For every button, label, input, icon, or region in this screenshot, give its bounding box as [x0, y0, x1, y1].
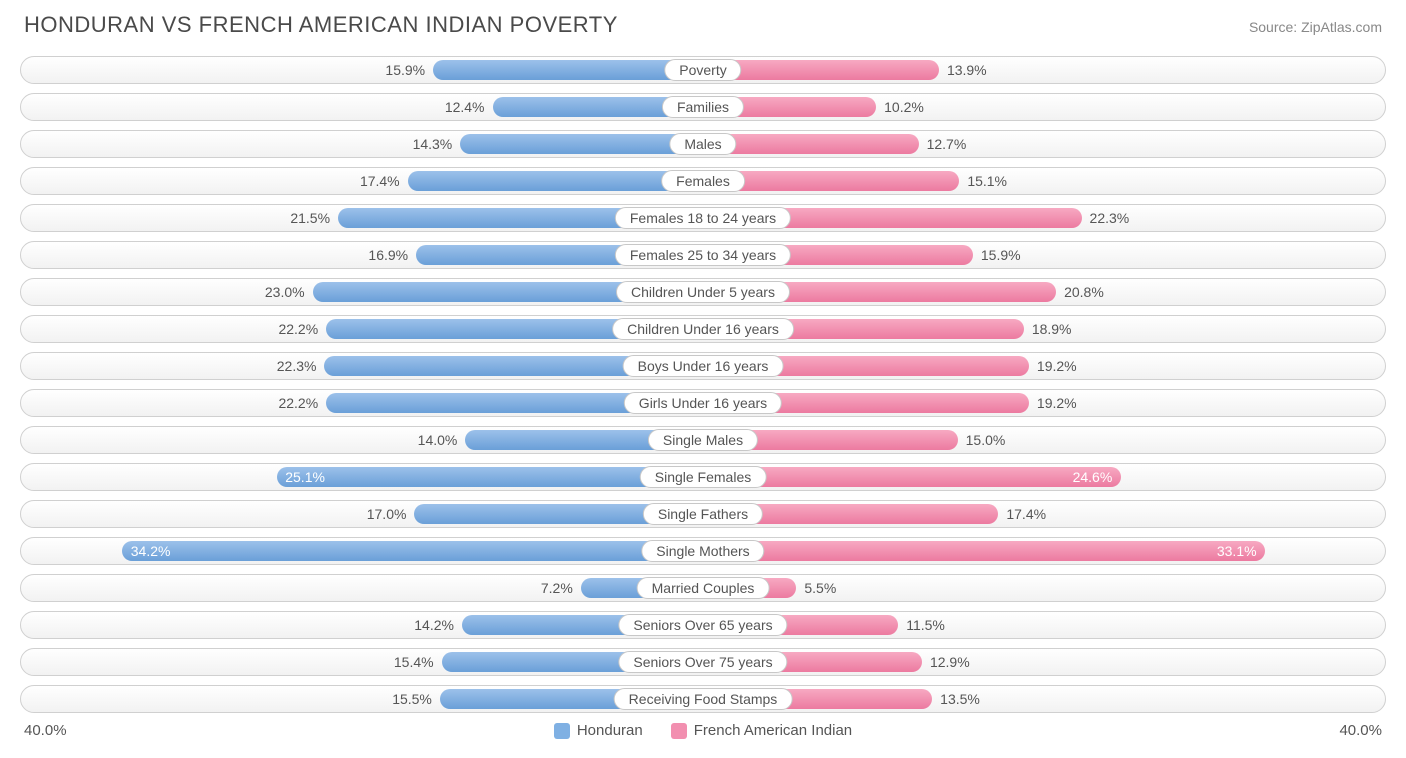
chart-footer: 40.0% Honduran French American Indian 40.…: [20, 722, 1386, 739]
chart-row: 7.2% 5.5% Married Couples: [20, 574, 1386, 602]
chart-row: 21.5% 22.3% Females 18 to 24 years: [20, 204, 1386, 232]
value-label-right: 15.0%: [966, 432, 1006, 448]
value-label-right: 19.2%: [1037, 358, 1077, 374]
value-label-left: 17.4%: [360, 173, 400, 189]
value-label-right: 13.9%: [947, 62, 987, 78]
bar-french_ai: [703, 541, 1265, 561]
legend-swatch: [554, 723, 570, 739]
value-label-right: 15.1%: [967, 173, 1007, 189]
chart-row: 14.3% 12.7% Males: [20, 130, 1386, 158]
value-label-right: 15.9%: [981, 247, 1021, 263]
category-label: Seniors Over 65 years: [618, 614, 787, 636]
category-label: Families: [662, 96, 744, 118]
category-label: Females 25 to 34 years: [615, 244, 791, 266]
axis-max-left: 40.0%: [24, 722, 67, 739]
legend-item-honduran: Honduran: [554, 722, 643, 739]
legend-label: French American Indian: [694, 722, 852, 739]
chart-row: 12.4% 10.2% Families: [20, 93, 1386, 121]
category-label: Seniors Over 75 years: [618, 651, 787, 673]
category-label: Children Under 5 years: [616, 281, 790, 303]
category-label: Poverty: [664, 59, 741, 81]
value-label-right: 33.1%: [1217, 543, 1257, 559]
category-label: Girls Under 16 years: [624, 392, 782, 414]
chart-row: 14.2% 11.5% Seniors Over 65 years: [20, 611, 1386, 639]
value-label-right: 24.6%: [1073, 469, 1113, 485]
value-label-left: 17.0%: [367, 506, 407, 522]
value-label-right: 20.8%: [1064, 284, 1104, 300]
value-label-left: 22.2%: [278, 321, 318, 337]
value-label-left: 14.2%: [414, 617, 454, 633]
chart-row: 14.0% 15.0% Single Males: [20, 426, 1386, 454]
value-label-right: 18.9%: [1032, 321, 1072, 337]
chart-header: HONDURAN VS FRENCH AMERICAN INDIAN POVER…: [20, 12, 1386, 38]
category-label: Receiving Food Stamps: [614, 688, 793, 710]
chart-row: 23.0% 20.8% Children Under 5 years: [20, 278, 1386, 306]
bar-honduran: [122, 541, 703, 561]
value-label-right: 12.9%: [930, 654, 970, 670]
category-label: Single Mothers: [641, 540, 764, 562]
value-label-left: 15.9%: [385, 62, 425, 78]
category-label: Single Fathers: [643, 503, 763, 525]
value-label-left: 14.0%: [418, 432, 458, 448]
legend: Honduran French American Indian: [554, 722, 852, 739]
value-label-right: 11.5%: [906, 617, 945, 633]
value-label-left: 23.0%: [265, 284, 305, 300]
chart-row: 16.9% 15.9% Females 25 to 34 years: [20, 241, 1386, 269]
value-label-right: 19.2%: [1037, 395, 1077, 411]
legend-item-french_ai: French American Indian: [671, 722, 852, 739]
chart-row: 22.2% 18.9% Children Under 16 years: [20, 315, 1386, 343]
legend-swatch: [671, 723, 687, 739]
chart-row: 15.5% 13.5% Receiving Food Stamps: [20, 685, 1386, 713]
value-label-right: 13.5%: [940, 691, 980, 707]
category-label: Children Under 16 years: [612, 318, 794, 340]
value-label-left: 16.9%: [368, 247, 408, 263]
category-label: Single Females: [640, 466, 767, 488]
bar-honduran: [408, 171, 703, 191]
chart-row: 22.3% 19.2% Boys Under 16 years: [20, 352, 1386, 380]
category-label: Females 18 to 24 years: [615, 207, 791, 229]
chart-row: 22.2% 19.2% Girls Under 16 years: [20, 389, 1386, 417]
value-label-left: 22.2%: [278, 395, 318, 411]
chart-row: 15.4% 12.9% Seniors Over 75 years: [20, 648, 1386, 676]
value-label-right: 12.7%: [927, 136, 967, 152]
legend-label: Honduran: [577, 722, 643, 739]
chart-row: 25.1% 24.6% Single Females: [20, 463, 1386, 491]
value-label-left: 14.3%: [413, 136, 453, 152]
category-label: Boys Under 16 years: [623, 355, 784, 377]
value-label-left: 21.5%: [290, 210, 330, 226]
value-label-left: 22.3%: [277, 358, 317, 374]
chart-row: 15.9% 13.9% Poverty: [20, 56, 1386, 84]
axis-max-right: 40.0%: [1339, 722, 1382, 739]
bar-honduran: [433, 60, 703, 80]
chart-source: Source: ZipAtlas.com: [1249, 19, 1382, 35]
chart-title: HONDURAN VS FRENCH AMERICAN INDIAN POVER…: [24, 12, 618, 38]
value-label-left: 15.4%: [394, 654, 434, 670]
value-label-left: 12.4%: [445, 99, 485, 115]
category-label: Females: [661, 170, 745, 192]
chart-row: 17.4% 15.1% Females: [20, 167, 1386, 195]
value-label-right: 10.2%: [884, 99, 924, 115]
value-label-left: 34.2%: [131, 543, 171, 559]
value-label-right: 17.4%: [1006, 506, 1046, 522]
category-label: Single Males: [648, 429, 758, 451]
chart-row: 17.0% 17.4% Single Fathers: [20, 500, 1386, 528]
chart-area: 15.9% 13.9% Poverty 12.4% 10.2% Families 14.3%…: [20, 56, 1386, 713]
category-label: Married Couples: [637, 577, 770, 599]
value-label-right: 5.5%: [804, 580, 836, 596]
bar-honduran: [460, 134, 703, 154]
value-label-left: 15.5%: [392, 691, 432, 707]
value-label-left: 7.2%: [541, 580, 573, 596]
category-label: Males: [669, 133, 736, 155]
value-label-left: 25.1%: [285, 469, 325, 485]
chart-row: 34.2% 33.1% Single Mothers: [20, 537, 1386, 565]
value-label-right: 22.3%: [1090, 210, 1130, 226]
